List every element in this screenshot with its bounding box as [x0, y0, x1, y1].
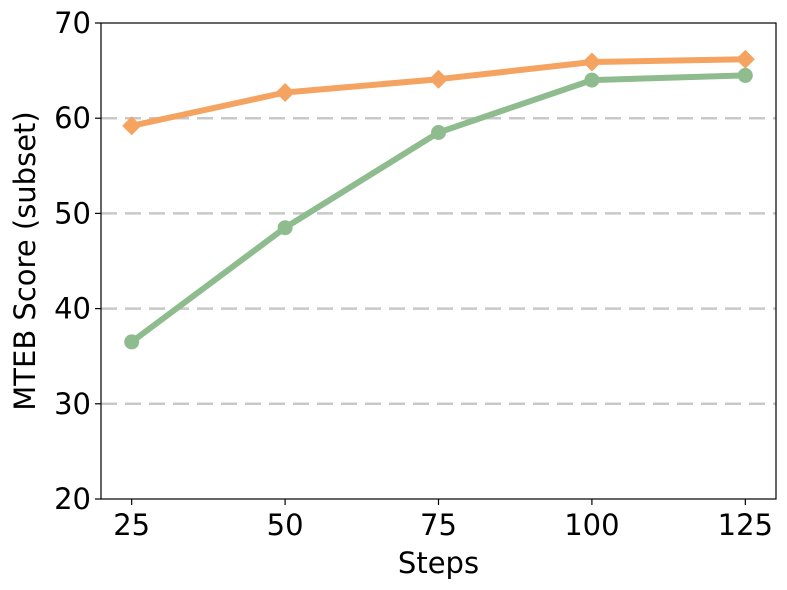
y-tick-label: 60: [54, 101, 91, 135]
y-tick-label: 40: [54, 292, 91, 326]
series-1-point-3: [431, 125, 446, 140]
x-tick-label: 75: [420, 508, 457, 542]
series-2-point-5: [735, 49, 755, 69]
grid-lines: [101, 116, 776, 406]
series-1-point-2: [277, 220, 293, 236]
series-line-2: [128, 56, 749, 129]
x-tick-label: 125: [718, 508, 773, 542]
series-2-point-3: [429, 69, 448, 89]
series-2-point-1: [122, 116, 142, 136]
series-1-point-5: [737, 67, 753, 83]
series-1-point-4: [584, 72, 600, 88]
y-tick-label: 30: [54, 387, 91, 421]
x-axis-label: Steps: [398, 546, 479, 580]
x-tick-label: 100: [564, 508, 619, 542]
y-tick-label: 20: [54, 482, 91, 516]
series-2-point-4: [582, 52, 602, 72]
series-2-point-2: [275, 83, 295, 102]
series-line-1: [128, 72, 749, 345]
y-axis-label: MTEB Score (subset): [8, 111, 42, 410]
plot-frame: [100, 22, 777, 500]
series-1-point-1: [124, 334, 140, 350]
y-tick-label: 70: [54, 6, 91, 40]
tick-layer: 20 30 40 50 60 70 25 50 75 100 125: [54, 6, 773, 542]
x-tick-label: 50: [267, 508, 304, 542]
series-layer: [122, 49, 755, 350]
y-tick-label: 50: [54, 196, 91, 230]
x-tick-label: 25: [113, 508, 150, 542]
